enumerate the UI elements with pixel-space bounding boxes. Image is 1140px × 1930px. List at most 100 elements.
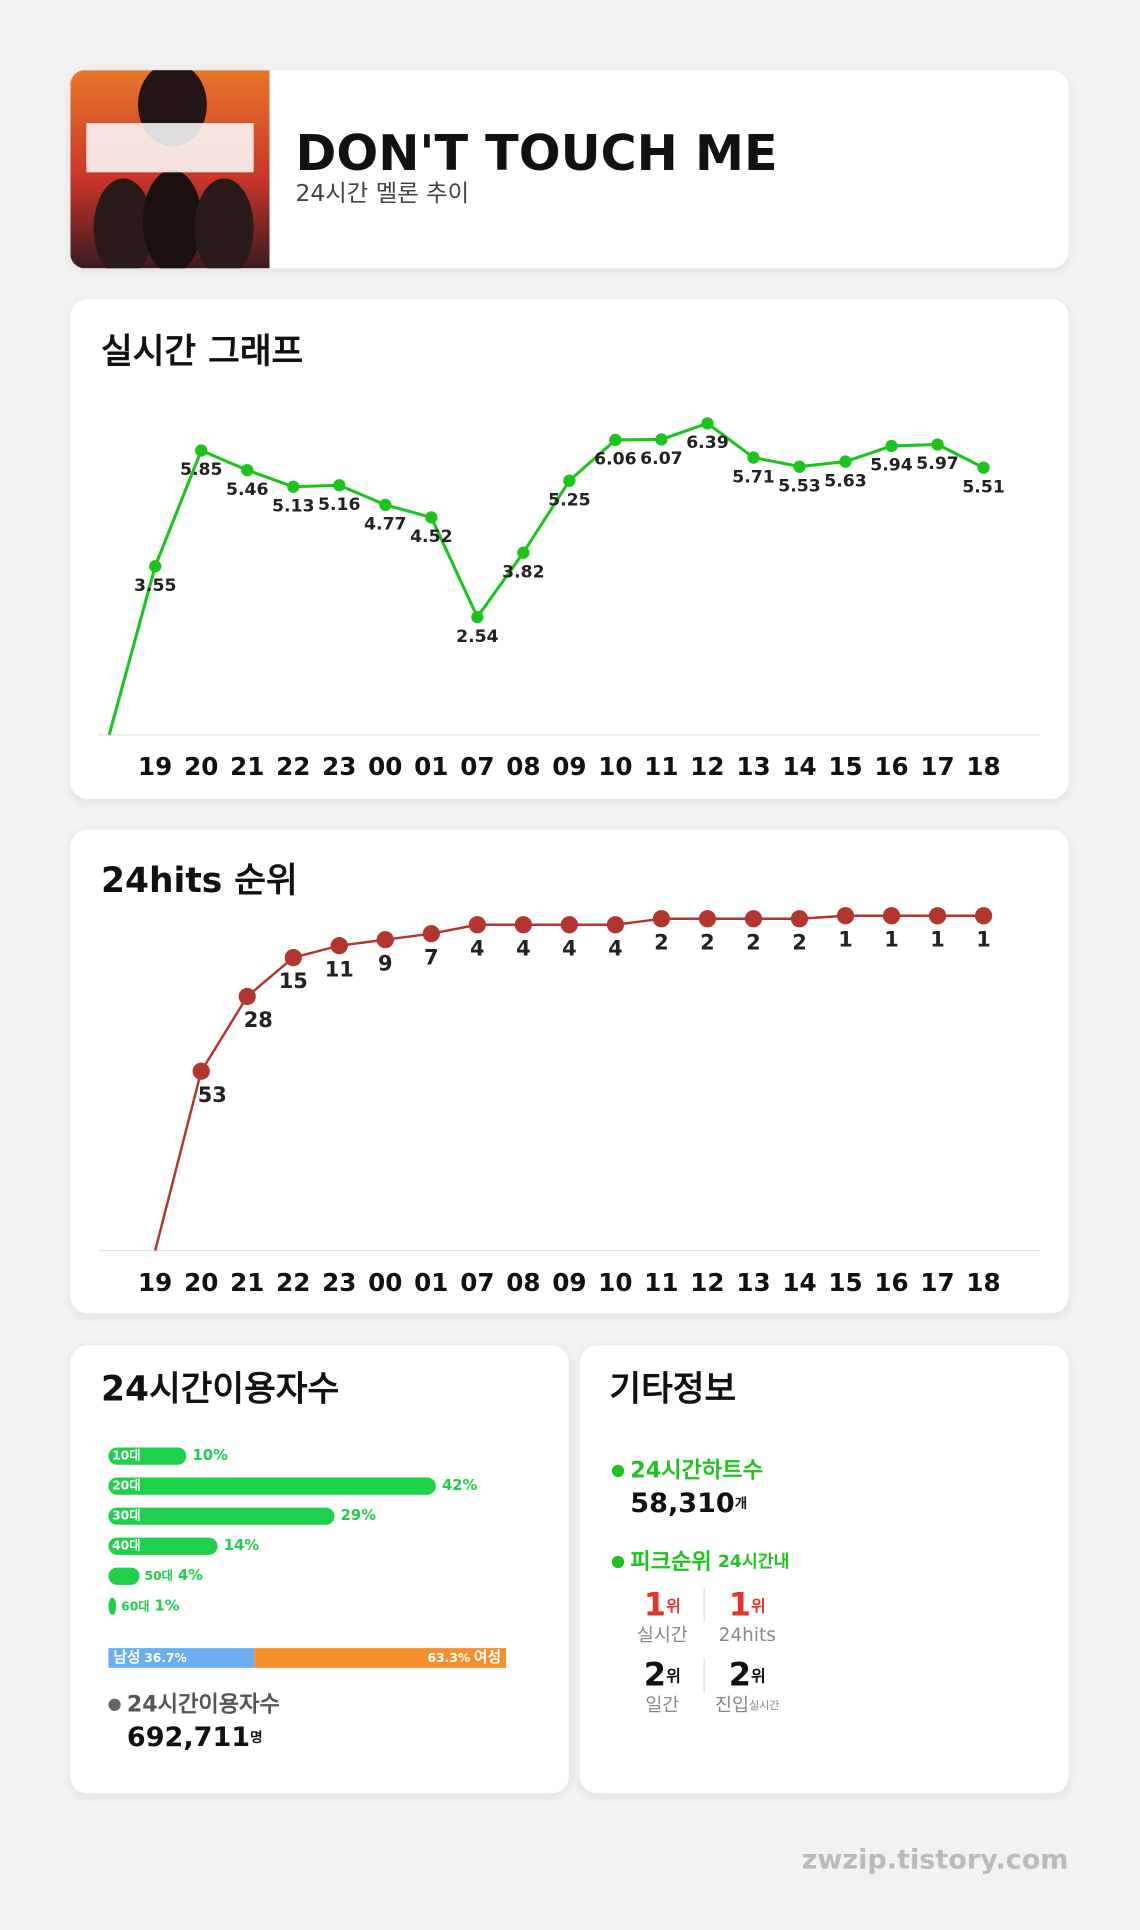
data-label: 1 <box>930 927 945 951</box>
bar-label: 50대 4% <box>145 1567 204 1584</box>
header-card <box>70 70 1069 269</box>
rank-label: 진입실시간 <box>715 1695 780 1716</box>
rank-card <box>70 829 1069 1314</box>
gender-label: 63.3% 여성 <box>428 1648 502 1666</box>
rank-label-text: 진입 <box>715 1695 749 1716</box>
data-label: 4.52 <box>410 527 452 547</box>
data-label: 11 <box>325 957 354 981</box>
bar <box>108 1477 436 1495</box>
stat-unit: 명 <box>250 1729 262 1746</box>
chart-title: 실시간 그래프 <box>101 332 303 372</box>
art-figure <box>93 178 153 269</box>
x-tick-label: 15 <box>828 1268 862 1297</box>
data-label: 2 <box>654 930 669 954</box>
rank-unit: 위 <box>666 1596 681 1615</box>
data-label: 5.53 <box>778 476 820 496</box>
peak-rank: 1위 <box>729 1585 766 1623</box>
x-tick-label: 23 <box>322 1268 356 1297</box>
data-label: 5.51 <box>962 477 1004 497</box>
data-label: 5.94 <box>870 456 913 476</box>
point <box>514 916 532 934</box>
data-label: 4 <box>516 936 531 960</box>
point <box>655 433 668 446</box>
point <box>882 907 901 925</box>
x-tick-label: 17 <box>920 1268 954 1297</box>
gender-label: 남성 36.7% <box>113 1648 187 1666</box>
data-label: 5.71 <box>732 467 774 487</box>
x-tick-label: 10 <box>598 752 632 781</box>
rank-number: 2 <box>729 1655 751 1693</box>
bar-value: 4% <box>178 1567 203 1584</box>
point <box>422 925 440 943</box>
point <box>701 417 714 430</box>
x-tick-label: 19 <box>138 1268 172 1297</box>
stat-number: 692,711 <box>127 1721 250 1752</box>
x-tick-label: 20 <box>184 752 218 781</box>
point <box>284 948 302 967</box>
data-label: 4 <box>562 936 577 960</box>
stat-label: 피크순위 24시간내 <box>630 1548 789 1574</box>
bar-value: 42% <box>442 1477 478 1494</box>
point <box>793 460 806 473</box>
point <box>560 916 579 934</box>
x-tick-label: 01 <box>414 1268 448 1297</box>
bar <box>108 1507 335 1525</box>
peak-label: 피크순위 <box>630 1548 711 1574</box>
data-label: 2 <box>700 930 715 954</box>
data-label: 1 <box>884 927 899 951</box>
bar-category: 10대 <box>112 1449 140 1463</box>
bar <box>108 1447 187 1465</box>
x-tick-label: 00 <box>368 1268 402 1297</box>
gender-name: 남성 <box>113 1648 140 1666</box>
bar-category: 20대 <box>112 1479 140 1493</box>
rank-unit: 위 <box>751 1596 766 1615</box>
data-label: 1 <box>838 927 853 951</box>
point <box>195 444 208 457</box>
data-label: 5.63 <box>824 471 866 491</box>
x-tick-label: 07 <box>460 1268 494 1297</box>
data-label: 5.16 <box>318 495 361 515</box>
data-label: 2.54 <box>456 627 499 647</box>
gender-name: 여성 <box>474 1648 501 1666</box>
rank-number: 1 <box>644 1585 666 1623</box>
line <box>107 421 985 736</box>
data-label: 5.85 <box>180 460 222 480</box>
x-tick-label: 11 <box>644 752 678 781</box>
x-tick-label: 19 <box>138 752 172 781</box>
footer: zwzip.tistory.com <box>802 1845 1069 1876</box>
x-tick-label: 16 <box>874 752 908 781</box>
art-figure <box>142 169 202 269</box>
stat-number: 58,310 <box>630 1488 734 1519</box>
info-title: 기타정보 <box>609 1369 736 1409</box>
gender-segment <box>108 1648 255 1668</box>
gender-segment <box>254 1648 506 1668</box>
rank-unit: 위 <box>666 1666 681 1685</box>
art-logo <box>86 123 254 173</box>
peak-rank: 2위 <box>729 1655 766 1693</box>
x-tick-label: 12 <box>690 752 724 781</box>
x-tick-label: 01 <box>414 752 448 781</box>
stat-label: 24시간이용자수 <box>127 1691 280 1717</box>
data-label: 6.39 <box>686 433 728 453</box>
x-tick-label: 22 <box>276 752 310 781</box>
data-label: 1 <box>976 927 991 951</box>
data-label: 5.97 <box>916 454 958 474</box>
point <box>698 910 717 928</box>
x-tick-label: 13 <box>736 1268 770 1297</box>
bar-value: 14% <box>224 1537 260 1554</box>
stat-unit: 개 <box>735 1496 747 1512</box>
stat-value: 58,310개 <box>630 1488 747 1519</box>
point <box>149 560 162 573</box>
stat-value: 692,711명 <box>127 1721 263 1752</box>
cards <box>70 70 1069 1794</box>
point <box>238 987 256 1006</box>
point <box>468 916 486 934</box>
x-tick-label: 14 <box>782 752 816 781</box>
album-art <box>70 70 270 269</box>
data-label: 28 <box>244 1008 273 1032</box>
x-tick-label: 18 <box>966 1268 1000 1297</box>
x-tick-label: 14 <box>782 1268 816 1297</box>
realtime-card <box>70 299 1069 799</box>
point <box>241 463 254 477</box>
